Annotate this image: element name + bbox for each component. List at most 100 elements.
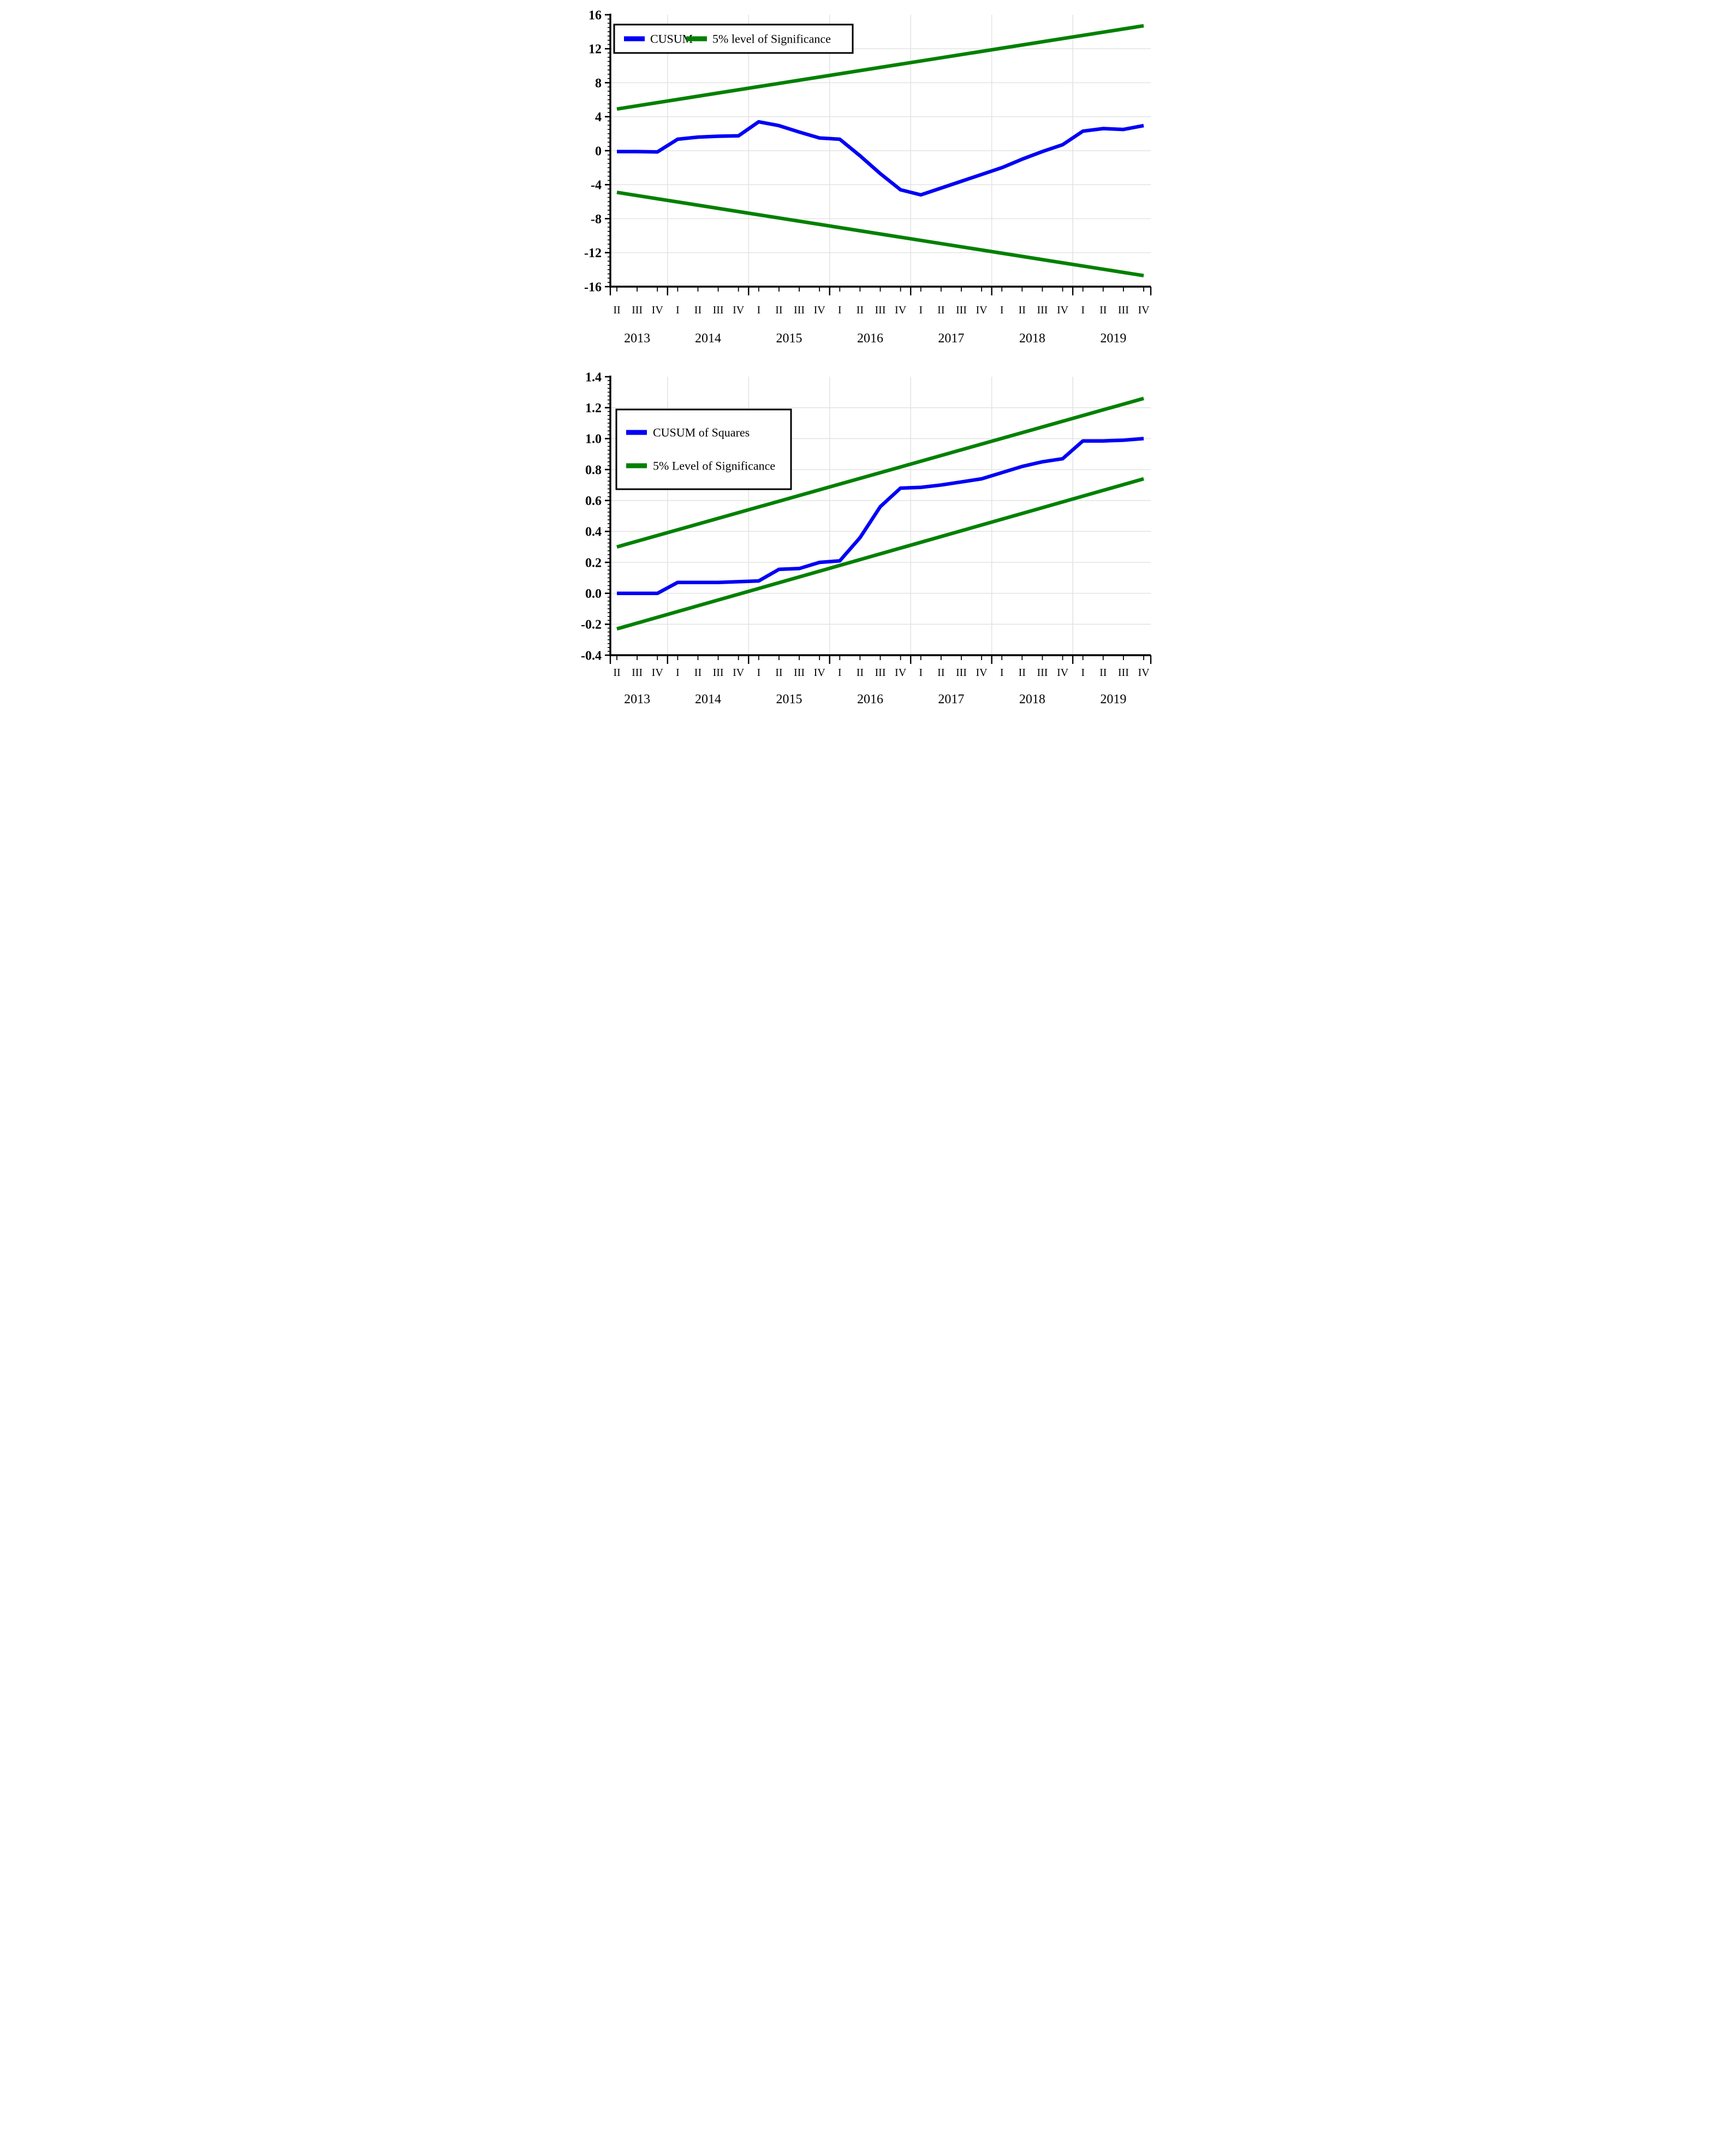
- x-quarter-label: IV: [652, 304, 664, 316]
- x-quarter-label: III: [875, 304, 886, 316]
- x-quarter-label: I: [1000, 304, 1004, 316]
- x-year-label: 2018: [1019, 331, 1045, 346]
- x-quarter-label: IV: [976, 304, 988, 316]
- x-quarter-label: IV: [733, 667, 745, 679]
- x-quarter-label: I: [919, 304, 923, 316]
- significance-band-line: [616, 396, 1144, 549]
- x-quarter-label: I: [676, 304, 680, 316]
- y-tick-label: 16: [588, 8, 602, 22]
- x-quarter-label: II: [1019, 304, 1026, 316]
- x-quarter-label: II: [857, 304, 864, 316]
- x-quarter-label: III: [1037, 667, 1048, 679]
- x-year-label: 2019: [1100, 692, 1126, 707]
- x-quarter-label: III: [632, 304, 643, 316]
- x-quarter-label: III: [956, 667, 967, 679]
- y-tick-label: 0.0: [585, 587, 602, 601]
- x-quarter-label: IV: [733, 304, 745, 316]
- y-tick-label: -4: [591, 179, 602, 193]
- x-year-label: 2017: [938, 331, 964, 346]
- y-tick-label: 4: [595, 110, 602, 124]
- y-tick-label: 0: [595, 144, 602, 158]
- y-tick-label: 1.2: [585, 401, 602, 415]
- legend-box: [613, 23, 854, 54]
- y-tick-label: 1.4: [585, 371, 602, 384]
- x-quarter-label: I: [676, 667, 680, 679]
- y-tick-label: -0.2: [581, 618, 602, 632]
- y-tick-label: -0.4: [581, 649, 602, 663]
- x-quarter-label: I: [757, 304, 760, 316]
- x-quarter-label: IV: [1138, 304, 1150, 316]
- x-quarter-label: I: [919, 667, 923, 679]
- legend-label: CUSUM: [650, 32, 693, 46]
- x-quarter-label: III: [632, 667, 643, 679]
- x-year-label: 2015: [776, 692, 802, 707]
- x-quarter-label: I: [757, 667, 760, 679]
- significance-band-line: [616, 477, 1144, 631]
- x-quarter-label: IV: [895, 304, 907, 316]
- legend-box: [615, 408, 792, 490]
- x-year-label: 2017: [938, 692, 964, 707]
- x-quarter-label: III: [713, 304, 724, 316]
- y-tick-label: 0.8: [585, 463, 602, 477]
- x-year-label: 2018: [1019, 692, 1045, 707]
- x-quarter-label: II: [1019, 667, 1026, 679]
- y-tick-label: 12: [588, 43, 602, 57]
- y-tick-label: 1.0: [585, 432, 602, 447]
- x-quarter-label: III: [1118, 667, 1129, 679]
- x-quarter-label: II: [694, 667, 701, 679]
- x-quarter-label: IV: [895, 667, 907, 679]
- series-line: [617, 120, 1144, 197]
- x-quarter-label: I: [1081, 667, 1085, 679]
- x-quarter-label: II: [937, 667, 944, 679]
- legend-label: CUSUM of Squares: [653, 426, 750, 440]
- x-quarter-label: IV: [814, 304, 826, 316]
- x-quarter-label: I: [1081, 304, 1085, 316]
- y-tick-label: 0.6: [585, 494, 602, 508]
- x-quarter-label: III: [794, 304, 805, 316]
- x-year-label: 2015: [776, 331, 802, 346]
- x-year-label: 2019: [1100, 331, 1126, 346]
- x-quarter-label: II: [694, 304, 701, 316]
- x-quarter-label: II: [613, 667, 620, 679]
- x-quarter-label: III: [1037, 304, 1048, 316]
- x-year-label: 2016: [857, 692, 883, 707]
- x-quarter-label: III: [875, 667, 886, 679]
- x-quarter-label: II: [937, 304, 944, 316]
- significance-band-line: [616, 23, 1144, 111]
- x-quarter-label: II: [1099, 667, 1107, 679]
- x-quarter-label: IV: [1057, 304, 1069, 316]
- cusum-of-squares-chart-figure: 1.4 1.2 1.0 0.8 0.6 0.4 0.2 0.0 -0.2 -0.4 II III IV I…: [579, 371, 1157, 721]
- report-page: 16 12 8 4 0 -4 -8 -12 -16 II III IV I II III IV I II III IV…: [579, 0, 1157, 721]
- x-quarter-label: I: [838, 304, 842, 316]
- x-year-label: 2013: [624, 331, 650, 346]
- x-quarter-label: IV: [814, 667, 826, 679]
- x-quarter-label: I: [1000, 667, 1004, 679]
- x-quarter-label: I: [838, 667, 842, 679]
- x-quarter-label: II: [613, 304, 620, 316]
- x-quarter-label: II: [775, 304, 782, 316]
- y-tick-label: -8: [591, 212, 602, 227]
- x-quarter-label: II: [1099, 304, 1107, 316]
- x-quarter-label: II: [775, 667, 782, 679]
- x-quarter-label: III: [794, 667, 805, 679]
- y-tick-label: -16: [584, 280, 602, 294]
- y-tick-label: 8: [595, 76, 602, 91]
- x-quarter-label: IV: [976, 667, 988, 679]
- x-year-label: 2013: [624, 692, 650, 707]
- x-year-label: 2016: [857, 331, 883, 346]
- cusum-chart-figure: 16 12 8 4 0 -4 -8 -12 -16 II III IV I II III IV I II III IV…: [579, 0, 1157, 371]
- legend-label: 5% Level of Significance: [653, 459, 775, 473]
- legend-label: 5% level of Significance: [712, 32, 831, 46]
- x-quarter-label: IV: [1057, 667, 1069, 679]
- y-tick-label: 0.2: [585, 556, 602, 570]
- x-quarter-label: IV: [1138, 667, 1150, 679]
- series-line: [617, 437, 1144, 595]
- x-quarter-label: II: [857, 667, 864, 679]
- x-quarter-label: III: [1118, 304, 1129, 316]
- x-quarter-label: III: [713, 667, 724, 679]
- y-tick-label: 0.4: [585, 525, 602, 539]
- cusum-of-squares-chart: 1.41.21.00.80.60.40.20.0-0.2-0.4II III IV I…: [581, 371, 1152, 707]
- x-year-label: 2014: [695, 331, 721, 346]
- x-quarter-label: III: [956, 304, 967, 316]
